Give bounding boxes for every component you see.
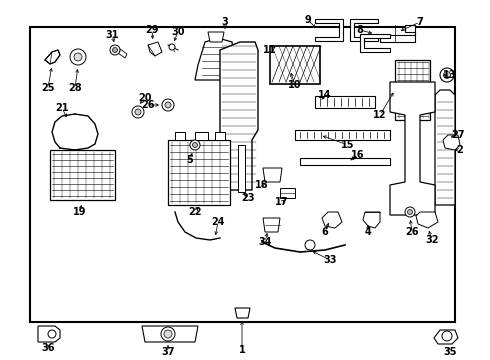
- Text: 5: 5: [187, 155, 194, 165]
- Text: 3: 3: [221, 17, 228, 27]
- Text: 9: 9: [305, 15, 311, 25]
- Polygon shape: [300, 158, 390, 165]
- Circle shape: [162, 99, 174, 111]
- Circle shape: [110, 45, 120, 55]
- Circle shape: [305, 240, 315, 250]
- Text: 22: 22: [188, 207, 202, 217]
- Text: 37: 37: [161, 347, 175, 357]
- Circle shape: [161, 327, 175, 341]
- Circle shape: [193, 143, 197, 148]
- Polygon shape: [380, 25, 415, 42]
- Polygon shape: [435, 90, 455, 205]
- Text: 26: 26: [405, 227, 419, 237]
- Text: 35: 35: [443, 347, 457, 357]
- Polygon shape: [280, 188, 295, 198]
- Polygon shape: [195, 38, 235, 80]
- Polygon shape: [322, 212, 342, 228]
- Circle shape: [113, 48, 118, 53]
- Polygon shape: [395, 60, 430, 120]
- Circle shape: [165, 102, 171, 108]
- Polygon shape: [215, 132, 225, 140]
- Polygon shape: [434, 330, 458, 344]
- Text: 2: 2: [457, 145, 464, 155]
- Text: 28: 28: [68, 83, 82, 93]
- Circle shape: [442, 331, 452, 341]
- Text: 6: 6: [321, 227, 328, 237]
- Text: 7: 7: [416, 17, 423, 27]
- Text: 1: 1: [239, 345, 245, 355]
- Text: 20: 20: [138, 93, 152, 103]
- Text: 4: 4: [365, 227, 371, 237]
- Text: 27: 27: [451, 130, 465, 140]
- Text: 19: 19: [73, 207, 87, 217]
- Circle shape: [440, 68, 454, 82]
- Circle shape: [408, 210, 413, 215]
- Text: 17: 17: [275, 197, 289, 207]
- Polygon shape: [142, 326, 198, 342]
- Polygon shape: [148, 42, 162, 56]
- Polygon shape: [168, 140, 230, 205]
- Text: 24: 24: [211, 217, 225, 227]
- Circle shape: [135, 109, 141, 115]
- Circle shape: [190, 140, 200, 150]
- Bar: [30, 27, 455, 322]
- Circle shape: [164, 330, 172, 338]
- Text: 21: 21: [55, 103, 69, 113]
- Text: 36: 36: [41, 343, 55, 353]
- Polygon shape: [363, 212, 380, 228]
- Polygon shape: [45, 50, 60, 64]
- Polygon shape: [208, 32, 224, 42]
- Circle shape: [48, 330, 56, 338]
- Text: 11: 11: [263, 45, 277, 55]
- Text: 14: 14: [318, 90, 332, 100]
- Polygon shape: [350, 19, 378, 41]
- Circle shape: [169, 44, 175, 50]
- Polygon shape: [263, 218, 280, 232]
- Text: 34: 34: [258, 237, 272, 247]
- Text: 12: 12: [373, 110, 387, 120]
- Polygon shape: [263, 168, 282, 182]
- Text: 30: 30: [171, 27, 185, 37]
- Text: 26: 26: [141, 100, 155, 110]
- Polygon shape: [38, 326, 60, 342]
- Polygon shape: [50, 150, 115, 200]
- Circle shape: [132, 106, 144, 118]
- Text: 33: 33: [323, 255, 337, 265]
- Polygon shape: [195, 132, 208, 140]
- Text: 31: 31: [105, 30, 119, 40]
- Text: 23: 23: [241, 193, 255, 203]
- Text: 16: 16: [351, 150, 365, 160]
- Polygon shape: [235, 308, 250, 318]
- Text: 29: 29: [145, 25, 159, 35]
- Text: 10: 10: [288, 80, 302, 90]
- Polygon shape: [360, 34, 390, 52]
- Polygon shape: [220, 42, 258, 190]
- Polygon shape: [416, 212, 438, 228]
- Text: 18: 18: [255, 180, 269, 190]
- Bar: [270, 46, 320, 84]
- Polygon shape: [315, 96, 375, 108]
- Text: 25: 25: [41, 83, 55, 93]
- Circle shape: [443, 72, 450, 78]
- Polygon shape: [390, 82, 435, 215]
- Circle shape: [405, 207, 415, 217]
- Text: 15: 15: [341, 140, 355, 150]
- Text: 32: 32: [425, 235, 439, 245]
- Polygon shape: [175, 132, 185, 140]
- Polygon shape: [295, 130, 390, 140]
- Text: 8: 8: [357, 25, 364, 35]
- Circle shape: [74, 53, 82, 61]
- Circle shape: [70, 49, 86, 65]
- Polygon shape: [238, 145, 245, 192]
- Polygon shape: [443, 135, 460, 150]
- Text: 13: 13: [443, 70, 457, 80]
- Polygon shape: [315, 19, 343, 41]
- Polygon shape: [118, 49, 127, 58]
